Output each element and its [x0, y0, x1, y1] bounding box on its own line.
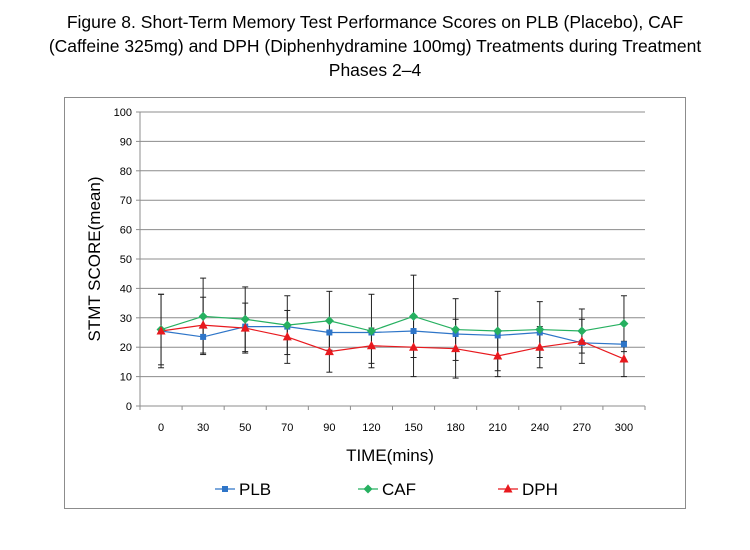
caf-point — [619, 319, 629, 329]
caf-point — [240, 314, 250, 324]
y-tick-label: 80 — [120, 166, 132, 178]
series-markers — [156, 311, 629, 363]
caf-point — [282, 320, 292, 330]
figure-title-line-1: Figure 8. Short-Term Memory Test Perform… — [66, 12, 684, 32]
figure-title-line-3: Phases 2–4 — [328, 60, 422, 80]
caf-point — [577, 326, 587, 336]
caf-point — [324, 316, 334, 326]
y-tick-label: 50 — [120, 254, 132, 266]
gridlines — [140, 111, 645, 378]
caf-point — [535, 325, 545, 335]
dph-legend-marker — [503, 484, 513, 493]
y-ticks: 0 10 20 30 40 50 60 70 80 90 100 — [114, 107, 140, 413]
plb-point — [620, 341, 627, 348]
dph-line — [160, 324, 625, 360]
x-tick-label: 70 — [281, 422, 293, 434]
x-tick-label: 50 — [239, 422, 251, 434]
series-lines — [160, 315, 625, 360]
y-tick-label: 0 — [126, 401, 132, 413]
x-tick-label: 120 — [362, 422, 380, 434]
caf-point — [409, 311, 419, 321]
figure-title: Figure 8. Short-Term Memory Test Perform… — [0, 10, 750, 82]
dph-point — [451, 343, 461, 353]
dph-point — [409, 342, 419, 351]
dph-point — [493, 351, 503, 360]
dph-point — [240, 323, 250, 332]
dph-point — [324, 346, 334, 356]
dph-point — [198, 320, 208, 329]
dph-point — [156, 326, 166, 335]
x-tick-label: 90 — [323, 422, 335, 434]
dph-point — [619, 353, 629, 363]
caf-point — [198, 311, 208, 321]
caf-line — [160, 315, 625, 332]
caf-point — [451, 325, 461, 335]
plb-legend-marker — [222, 486, 228, 492]
plb-point — [410, 328, 417, 335]
y-tick-label: 90 — [120, 136, 132, 148]
caf-legend-label: CAF — [382, 480, 416, 499]
x-axis-label: TIME(mins) — [346, 446, 434, 465]
plb-point — [200, 333, 207, 340]
caf-point — [493, 326, 503, 336]
y-tick-label: 40 — [120, 283, 132, 295]
y-tick-label: 10 — [120, 372, 132, 384]
y-tick-label: 100 — [114, 107, 132, 119]
dph-point — [577, 336, 587, 345]
chart-frame — [64, 97, 686, 509]
y-tick-label: 70 — [120, 195, 132, 207]
x-tick-label: 210 — [489, 422, 507, 434]
legend: PLB CAF DPH — [215, 480, 558, 499]
plb-line — [160, 326, 624, 345]
y-axis-label: STMT SCORE(mean) — [85, 177, 104, 342]
x-tick-label: 30 — [197, 422, 209, 434]
x-ticks: 0 30 50 70 90 120 150 180 210 240 270 300 — [139, 406, 646, 434]
plb-legend-label: PLB — [239, 480, 271, 499]
caf-point — [366, 326, 376, 336]
y-tick-label: 60 — [120, 225, 132, 237]
plb-point — [326, 329, 333, 336]
x-tick-label: 300 — [615, 422, 633, 434]
dph-legend-label: DPH — [522, 480, 558, 499]
x-tick-label: 240 — [531, 422, 549, 434]
dph-point — [535, 342, 545, 351]
x-tick-label: 180 — [446, 422, 464, 434]
x-tick-label: 0 — [158, 422, 164, 434]
dph-point — [366, 340, 376, 350]
x-tick-label: 270 — [573, 422, 591, 434]
caf-legend-marker — [363, 484, 373, 494]
figure-title-line-2: (Caffeine 325mg) and DPH (Diphenhydramin… — [48, 36, 702, 56]
x-tick-label: 150 — [404, 422, 422, 434]
y-tick-label: 20 — [120, 342, 132, 354]
dph-point — [282, 331, 292, 341]
y-tick-label: 30 — [120, 313, 132, 325]
